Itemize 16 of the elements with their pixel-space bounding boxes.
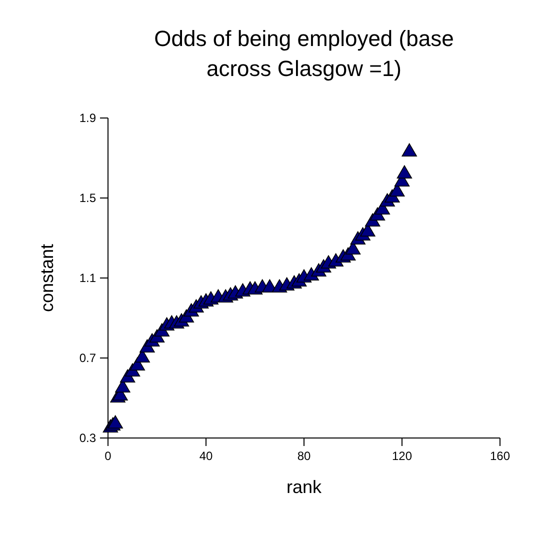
y-tick-label: 1.9 [79,111,96,125]
x-tick-label: 0 [104,449,112,463]
x-axis-title: rank [286,477,323,497]
x-tick-label: 160 [490,449,510,463]
y-tick-label: 0.3 [79,431,96,445]
point [108,415,123,429]
x-tick-label: 40 [199,449,213,463]
x-tick-label: 80 [297,449,311,463]
y-tick-label: 1.5 [79,191,96,205]
y-axis-title: constant [37,244,57,312]
y-tick-label: 0.7 [79,351,96,365]
chart-title: Odds of being employed (base across Glasgow =1) [154,26,454,81]
point [396,165,412,179]
y-tick-label: 1.1 [79,271,96,285]
point [402,143,417,157]
x-tick-label: 120 [392,449,412,463]
